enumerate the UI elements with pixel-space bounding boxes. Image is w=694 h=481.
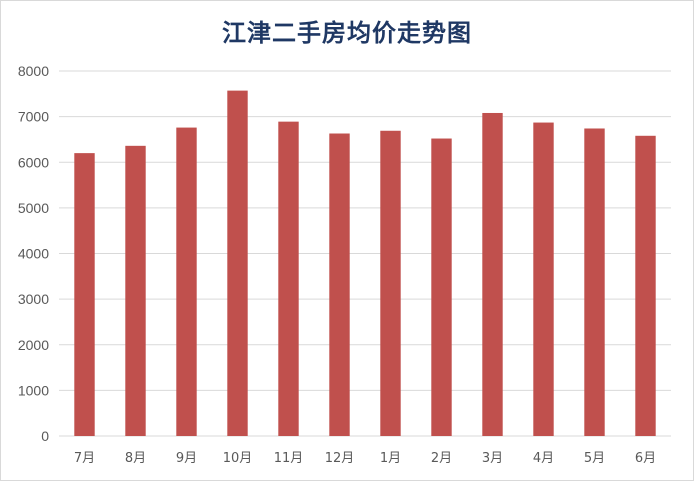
bar: [227, 90, 248, 437]
x-tick-label: 9月: [176, 451, 197, 466]
x-tick-label: 6月: [635, 451, 656, 466]
x-tick-label: 3月: [482, 451, 503, 466]
y-tick-label: 5000: [18, 200, 49, 216]
bar: [635, 135, 656, 436]
bar: [431, 138, 452, 436]
gridlines: [59, 70, 671, 437]
y-tick-label: 6000: [18, 154, 49, 170]
x-tick-label: 5月: [584, 451, 605, 466]
y-tick-label: 8000: [18, 63, 49, 79]
y-tick-label: 4000: [18, 246, 49, 262]
bar: [380, 130, 401, 437]
y-tick-label: 3000: [18, 291, 49, 307]
bar: [482, 112, 503, 436]
bar: [329, 133, 350, 436]
bars: [74, 90, 656, 437]
x-tick-label: 12月: [325, 451, 355, 466]
x-tick-label: 8月: [125, 451, 146, 466]
y-tick-label: 0: [41, 428, 49, 444]
bar: [584, 128, 605, 437]
x-tick-label: 4月: [533, 451, 554, 466]
x-tick-label: 7月: [74, 451, 95, 466]
bar: [125, 145, 146, 436]
bar: [278, 121, 299, 437]
y-tick-label: 1000: [18, 382, 49, 398]
y-tick-label: 2000: [18, 337, 49, 353]
x-tick-label: 1月: [380, 451, 401, 466]
y-axis-ticks: 0 1000 2000 3000 4000 5000 6000 7000 8000: [18, 63, 49, 444]
chart-title: 江津二手房均价走势图: [222, 18, 472, 47]
bar: [176, 127, 197, 436]
x-tick-label: 11月: [274, 451, 304, 466]
y-tick-label: 7000: [18, 109, 49, 125]
bar: [74, 153, 95, 436]
x-tick-label: 10月: [223, 451, 253, 466]
x-axis-ticks: 7月 8月 9月 10月 11月 12月 1月 2月 3月 4月 5月 6月: [74, 451, 656, 466]
bar: [533, 122, 554, 437]
x-tick-label: 2月: [431, 451, 452, 466]
